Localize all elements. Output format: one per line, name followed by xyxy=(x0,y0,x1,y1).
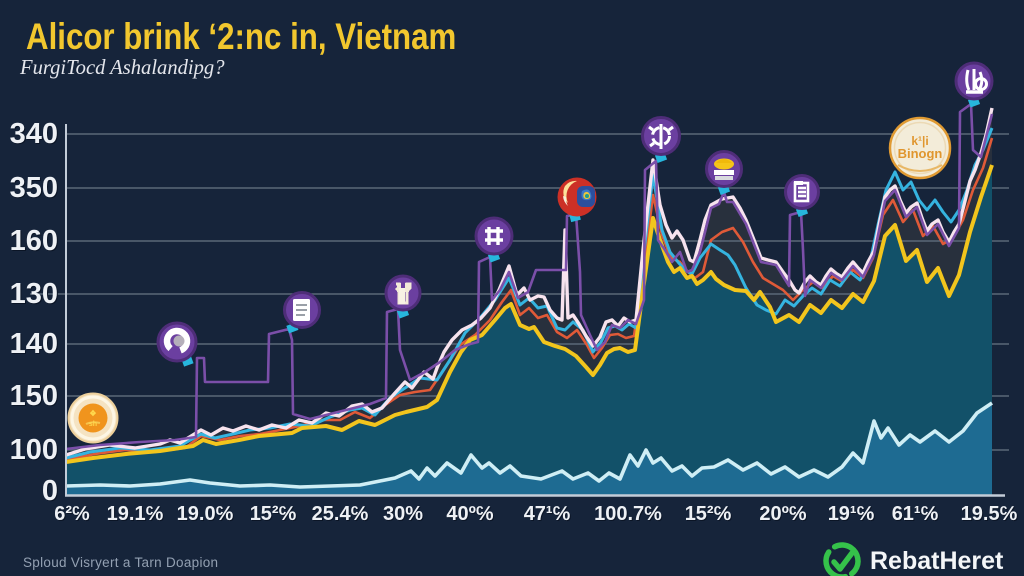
svg-text:Binogn: Binogn xyxy=(898,146,943,161)
svg-text:sh: sh xyxy=(89,421,97,428)
svg-text:k¹|i: k¹|i xyxy=(911,134,928,148)
svg-text:❖: ❖ xyxy=(89,409,96,418)
svg-text:RebatHeret: RebatHeret xyxy=(870,547,1004,575)
